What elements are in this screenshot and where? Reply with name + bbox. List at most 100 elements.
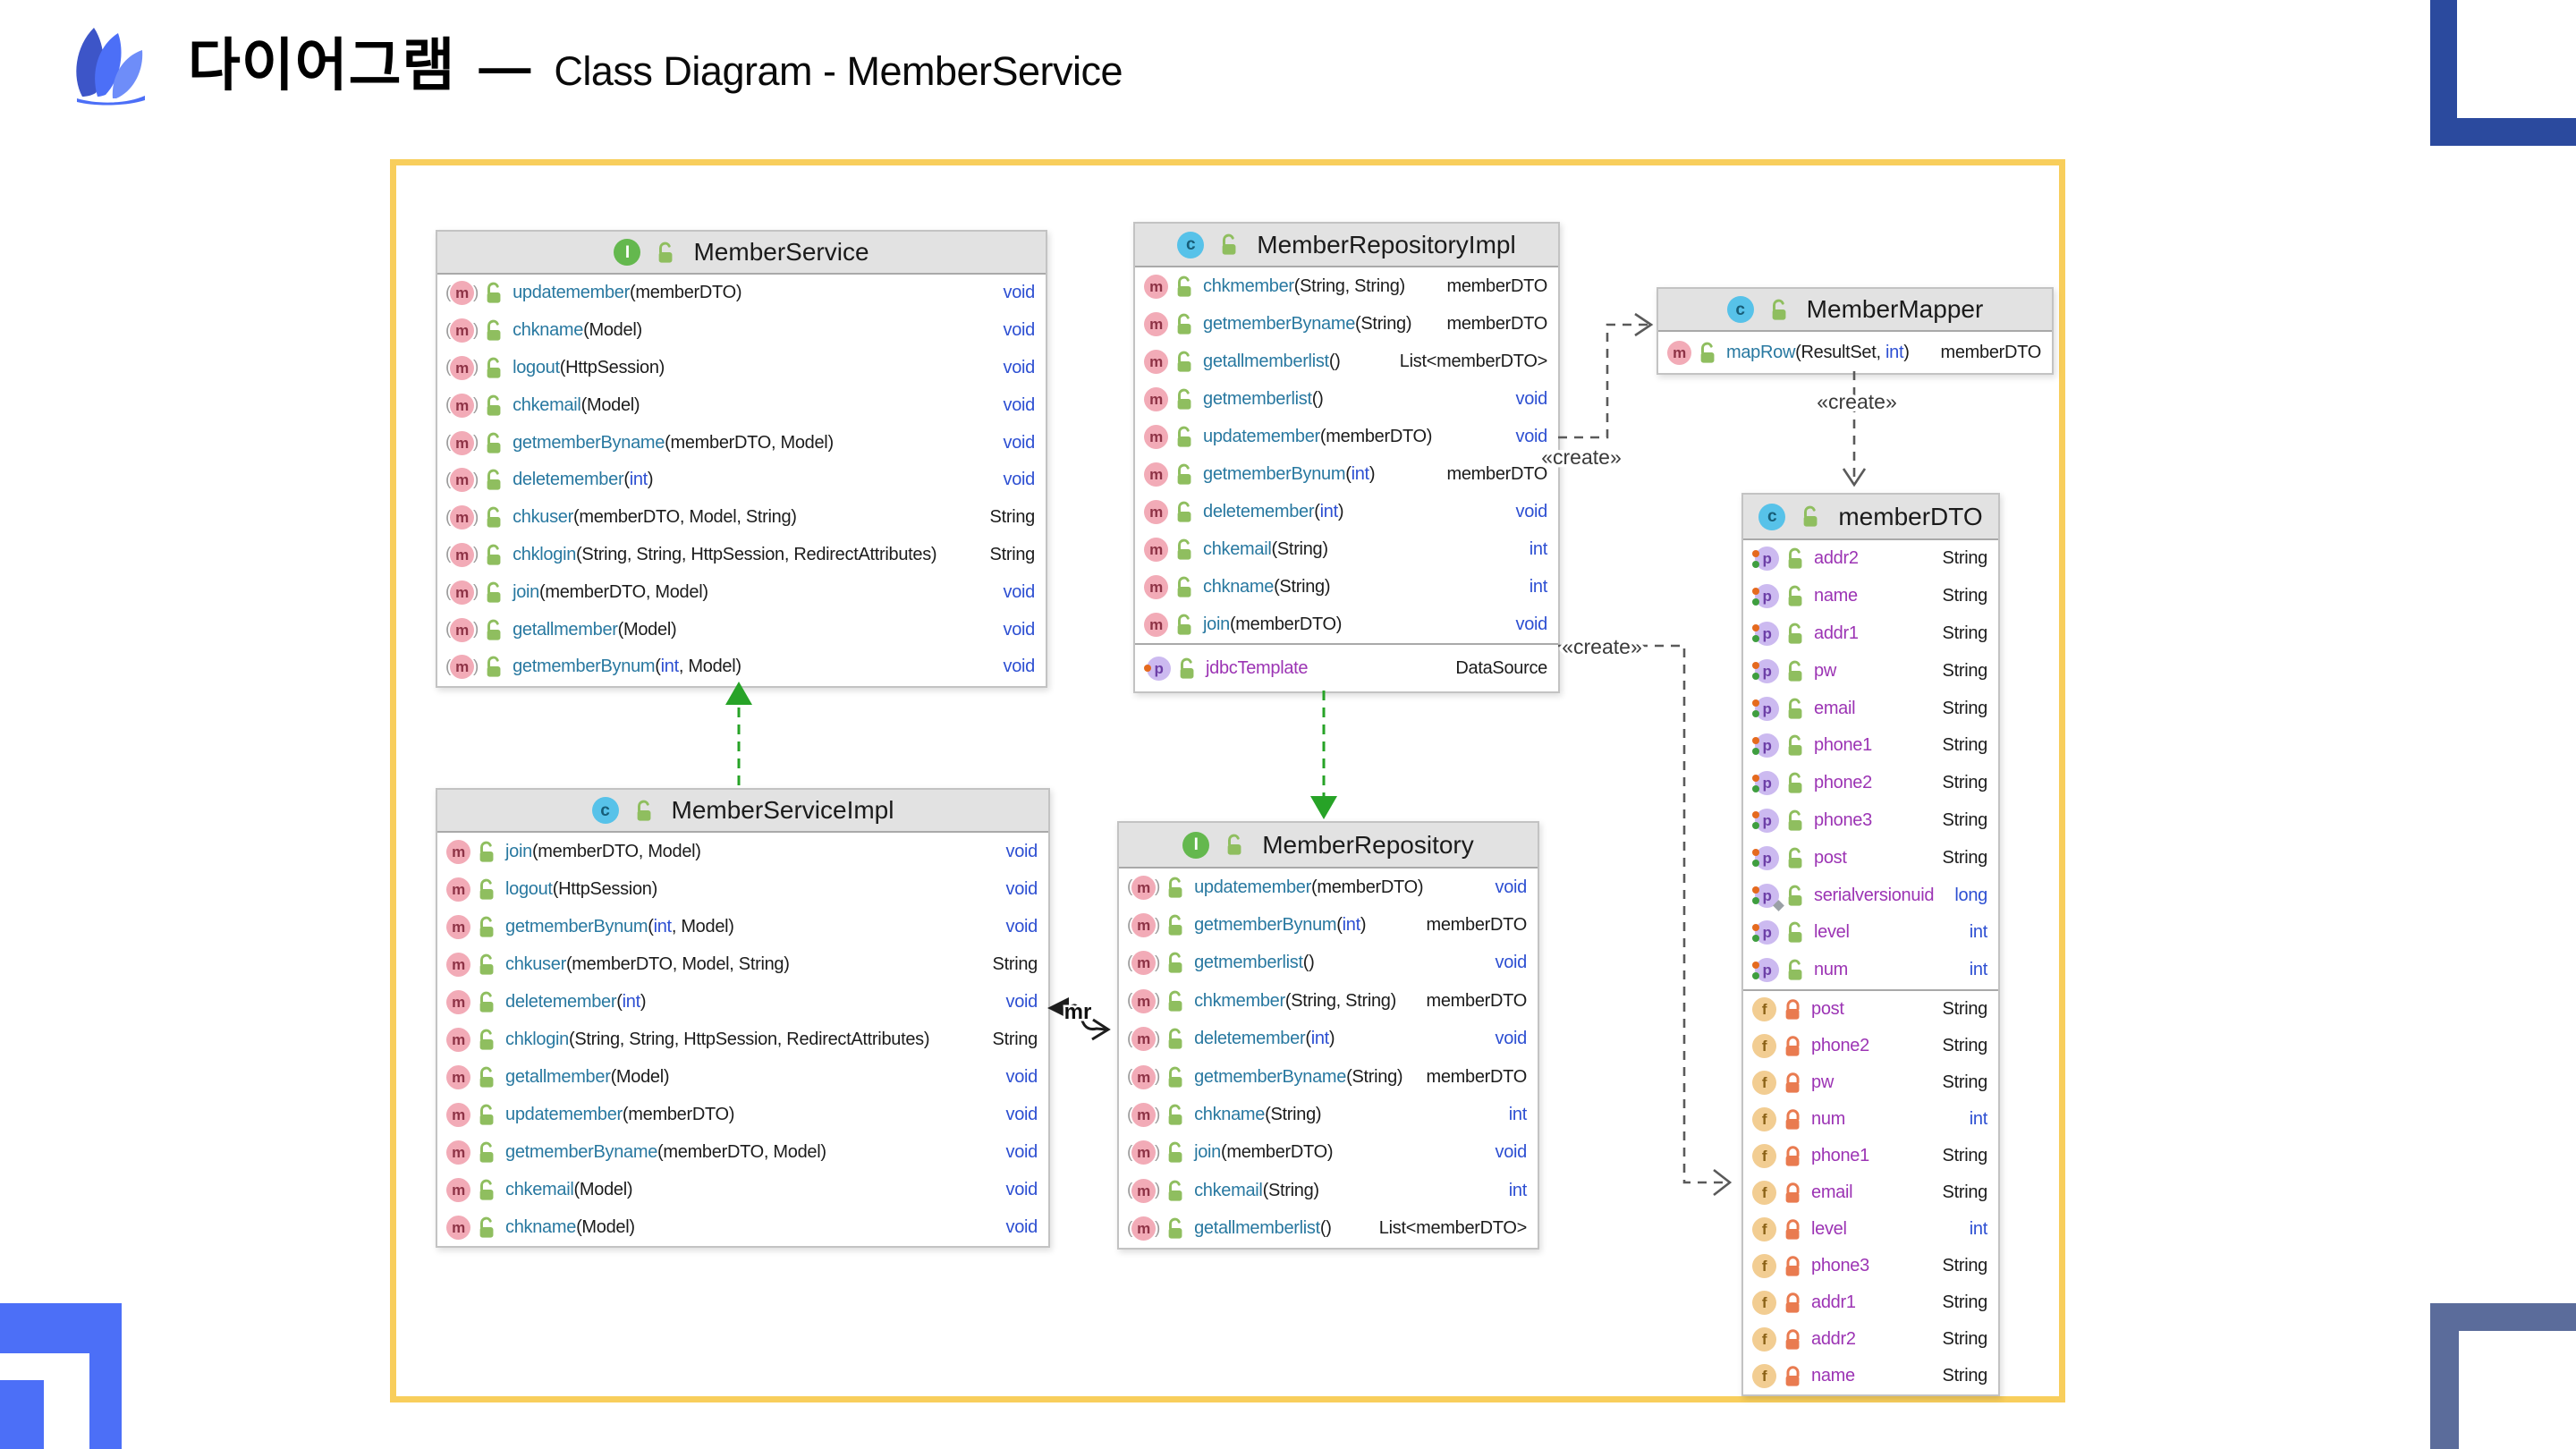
interface-method-icon: (m) [445, 655, 479, 680]
class-icon: c [591, 797, 619, 824]
field-icon: f [1752, 1180, 1776, 1205]
property-icon: p [1752, 771, 1779, 796]
row-level: f level int [1743, 1211, 1998, 1248]
interface-method-icon: (m) [1127, 951, 1160, 976]
row-deletemember: m deletemember (int) void [437, 983, 1048, 1021]
row-logout: m logout (HttpSession) void [437, 870, 1048, 908]
lock-closed-icon [1785, 1145, 1800, 1166]
interface-method-icon: (m) [1127, 1178, 1160, 1203]
lock-open-icon [1177, 501, 1191, 522]
row-pw: f pw String [1743, 1064, 1998, 1101]
row-getallmember: (m) getallmember (Model) void [437, 611, 1046, 648]
row-getmemberBynum: (m) getmemberBynum (int, Model) void [437, 648, 1046, 686]
class-MemberService[interactable]: I MemberService (m) updatemember (memberDTO)… [436, 230, 1047, 688]
lock-closed-icon [1785, 1035, 1800, 1056]
property-icon: p [1752, 658, 1779, 683]
lock-open-icon [479, 1179, 494, 1200]
row-num: p num int [1743, 952, 1998, 989]
lock-open-icon [1788, 623, 1802, 644]
row-num: f num int [1743, 1101, 1998, 1138]
row-phone1: p phone1 String [1743, 727, 1998, 765]
row-getmemberBynum: (m) getmemberBynum (int) memberDTO [1119, 906, 1538, 944]
row-join: (m) join (memberDTO) void [1119, 1134, 1538, 1172]
lock-open-icon [1788, 585, 1802, 606]
row-getmemberlist: m getmemberlist() void [1135, 380, 1558, 418]
row-email: f email String [1743, 1174, 1998, 1211]
property-icon: p [1752, 584, 1779, 609]
method-icon: m [1144, 537, 1168, 562]
lock-open-icon [1788, 922, 1802, 943]
method-icon: m [446, 839, 470, 864]
lock-open-icon [1168, 953, 1182, 974]
row-addr2: f addr2 String [1743, 1321, 1998, 1358]
row-logout: (m) logout (HttpSession) void [437, 350, 1046, 387]
decoration-bottom-right [2430, 1303, 2459, 1449]
class-MemberMapper[interactable]: c MemberMapper m mapRow (ResultSet, int) memb… [1657, 287, 2054, 375]
lock-open-icon [487, 581, 501, 603]
row-chklogin: m chklogin (String, String, HttpSession, R… [437, 1021, 1048, 1058]
method-icon: m [1144, 612, 1168, 637]
row-chkname: (m) chkname (String) int [1119, 1096, 1538, 1133]
row-deletemember: (m) deletemember (int) void [1119, 1021, 1538, 1058]
lock-open-icon [487, 619, 501, 640]
row-name: p name String [1743, 578, 1998, 615]
interface-method-icon: (m) [1127, 1216, 1160, 1241]
class-MemberRepository[interactable]: I MemberRepository (m) updatemember (memberD… [1117, 821, 1539, 1250]
field-icon: f [1752, 1033, 1776, 1058]
lock-open-icon [487, 283, 501, 304]
lock-closed-icon [1785, 1255, 1800, 1276]
class-MemberServiceImpl[interactable]: c MemberServiceImpl m join (memberDTO, Model… [436, 788, 1050, 1248]
lock-open-icon [1168, 877, 1182, 898]
method-icon: m [446, 1177, 470, 1202]
class-name: memberDTO [1838, 502, 1983, 530]
lock-open-icon [487, 432, 501, 453]
lock-open-icon [1168, 990, 1182, 1012]
class-icon: c [1726, 296, 1754, 323]
row-email: p email String [1743, 690, 1998, 727]
lock-open-icon [479, 1104, 494, 1125]
class-MemberRepositoryImpl[interactable]: c MemberRepositoryImpl m chkmember (String, … [1133, 222, 1560, 693]
row-phone3: f phone3 String [1743, 1248, 1998, 1284]
method-icon: m [1144, 386, 1168, 411]
row-chkemail: m chkemail (String) int [1135, 530, 1558, 568]
row-updatemember: (m) updatemember (memberDTO) void [1119, 869, 1538, 906]
class-header: c MemberRepositoryImpl [1135, 224, 1558, 267]
lock-open-icon [479, 1066, 494, 1088]
method-icon: m [446, 914, 470, 939]
lock-open-icon [1227, 834, 1241, 855]
interface-method-icon: (m) [445, 505, 479, 530]
lock-closed-icon [1785, 1182, 1800, 1203]
lock-open-icon [1222, 233, 1236, 255]
lock-open-icon [1788, 885, 1802, 906]
class-header: c memberDTO [1743, 495, 1998, 540]
section-separator [1135, 643, 1558, 645]
row-chkemail: (m) chkemail (Model) void [437, 386, 1046, 424]
lock-open-icon [1788, 548, 1802, 570]
lock-open-icon [479, 1141, 494, 1163]
lock-open-icon [479, 953, 494, 975]
lock-open-icon [1788, 735, 1802, 756]
row-phone3: p phone3 String [1743, 802, 1998, 840]
lock-open-icon [1177, 313, 1191, 335]
property-icon: p [1752, 733, 1779, 758]
row-getallmemberlist: m getallmemberlist() List<memberDTO> [1135, 343, 1558, 380]
lock-open-icon [1180, 657, 1194, 679]
row-jdbcTemplate: p jdbcTemplate DataSource [1135, 645, 1558, 691]
lock-open-icon [659, 242, 673, 263]
row-mapRow: m mapRow (ResultSet, int) memberDTO [1658, 332, 2052, 373]
interface-icon: I [614, 239, 641, 266]
lock-open-icon [487, 657, 501, 677]
lock-open-icon [487, 357, 501, 378]
row-getmemberByname: (m) getmemberByname (String) memberDTO [1119, 1058, 1538, 1096]
property-icon: p [1752, 845, 1779, 870]
property-icon: p [1752, 883, 1784, 911]
class-memberDTO[interactable]: c memberDTO p addr2 String p name String p addr1 S… [1741, 493, 2000, 1396]
method-icon: m [1667, 340, 1691, 365]
lock-open-icon [479, 1216, 494, 1238]
lock-closed-icon [1785, 1292, 1800, 1313]
lock-open-icon [1788, 847, 1802, 869]
lock-open-icon [487, 470, 501, 490]
property-icon: p [1752, 808, 1779, 833]
lock-open-icon [1177, 388, 1191, 410]
field-icon: f [1752, 1326, 1776, 1352]
